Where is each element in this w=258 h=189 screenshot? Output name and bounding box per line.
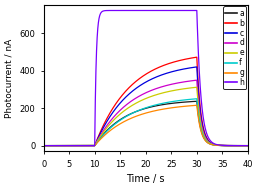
f [190, 98, 194, 100]
d [195, 79, 198, 81]
b [240, 144, 243, 147]
h [240, 144, 243, 147]
c [230, 144, 233, 147]
Line: e: e [44, 87, 248, 146]
e [195, 86, 198, 88]
Line: g: g [44, 105, 248, 146]
h [230, 144, 233, 147]
Line: d: d [44, 80, 248, 146]
c [240, 144, 243, 147]
h [128, 9, 131, 12]
e [230, 144, 233, 147]
b [42, 144, 45, 147]
f [42, 144, 45, 147]
g [195, 104, 198, 106]
e [130, 105, 133, 107]
Line: b: b [44, 57, 248, 146]
d [130, 100, 133, 102]
a [190, 100, 194, 103]
h [190, 9, 194, 12]
e [246, 144, 249, 147]
g [139, 114, 142, 116]
Line: h: h [44, 11, 248, 146]
b [128, 86, 131, 88]
b [190, 57, 194, 59]
g [190, 105, 194, 107]
b [230, 144, 233, 147]
a [42, 144, 45, 147]
a [128, 113, 131, 115]
g [42, 144, 45, 147]
h [246, 144, 249, 147]
f [130, 113, 133, 115]
c [139, 84, 142, 86]
c [190, 67, 194, 69]
Legend: a, b, c, d, e, f, g, h: a, b, c, d, e, f, g, h [223, 6, 246, 89]
h [150, 9, 154, 12]
h [42, 144, 45, 147]
a [139, 109, 142, 111]
b [195, 56, 198, 58]
a [195, 100, 198, 102]
d [230, 144, 233, 147]
d [246, 144, 249, 147]
Y-axis label: Photocurrent / nA: Photocurrent / nA [5, 38, 14, 118]
a [130, 112, 133, 115]
g [130, 117, 133, 119]
f [246, 144, 249, 147]
g [128, 118, 131, 120]
e [190, 87, 194, 89]
h [130, 9, 133, 12]
g [246, 144, 249, 147]
d [128, 101, 131, 104]
b [139, 77, 142, 79]
a [246, 144, 249, 147]
Line: a: a [44, 101, 248, 146]
e [240, 144, 243, 147]
c [128, 93, 131, 95]
e [42, 144, 45, 147]
e [128, 106, 131, 108]
d [42, 144, 45, 147]
g [230, 144, 233, 147]
f [128, 114, 131, 116]
d [240, 144, 243, 147]
h [139, 9, 142, 12]
f [139, 108, 142, 111]
c [246, 144, 249, 147]
Line: f: f [44, 99, 248, 146]
Line: c: c [44, 67, 248, 146]
a [240, 144, 243, 147]
b [246, 144, 249, 147]
c [130, 91, 133, 93]
c [42, 144, 45, 147]
a [230, 144, 233, 147]
d [190, 80, 194, 82]
d [139, 94, 142, 97]
X-axis label: Time / s: Time / s [126, 174, 165, 184]
c [195, 66, 198, 68]
f [195, 98, 198, 100]
e [139, 100, 142, 102]
f [240, 144, 243, 147]
g [240, 144, 243, 147]
f [230, 144, 233, 147]
b [130, 84, 133, 87]
